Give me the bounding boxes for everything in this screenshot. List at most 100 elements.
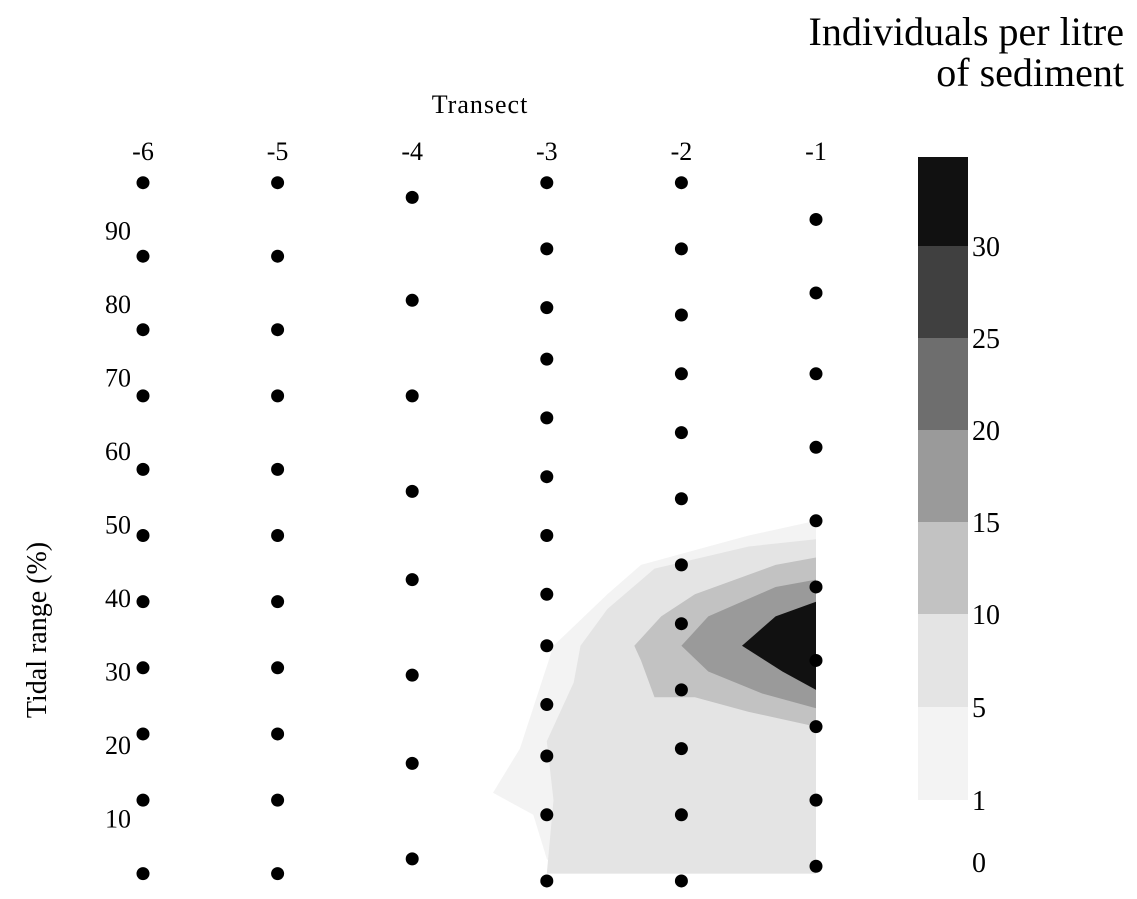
sample-point (674, 367, 688, 381)
colorbar-tick-label: 15 (972, 508, 1000, 539)
colorbar-segment (918, 430, 968, 522)
sample-point (136, 462, 150, 476)
sample-point (271, 793, 285, 807)
x-tick-label: -6 (132, 137, 154, 166)
sample-point (674, 808, 688, 822)
x-tick-label: -2 (671, 137, 693, 166)
sample-point (271, 462, 285, 476)
sample-point (405, 852, 419, 866)
sample-point (809, 720, 823, 734)
colorbar-title-line-2: of sediment (936, 50, 1124, 95)
contour-region-5 (742, 601, 816, 690)
sample-point (540, 874, 554, 888)
y-tick-label: 40 (105, 584, 131, 613)
sample-point (271, 727, 285, 741)
sample-point (674, 617, 688, 631)
sample-point (271, 389, 285, 403)
sample-point (540, 749, 554, 763)
y-tick-label: 90 (105, 217, 131, 246)
sample-point (405, 573, 419, 587)
sample-point (540, 301, 554, 315)
colorbar-segment (918, 338, 968, 430)
sample-point (809, 514, 823, 528)
x-axis-label: Transect (432, 90, 529, 119)
sample-point (271, 529, 285, 542)
y-tick-label: 20 (105, 731, 131, 760)
sample-point (674, 242, 688, 256)
sample-point (674, 558, 688, 572)
colorbar-segment (918, 522, 968, 614)
sample-point (136, 661, 150, 675)
sample-point (540, 411, 554, 425)
colorbar-tick-label: 1 (972, 786, 986, 817)
sample-point (674, 742, 688, 756)
sample-point (540, 529, 554, 542)
y-axis-label: Tidal range (%) (22, 542, 53, 718)
sample-point (809, 440, 823, 454)
sample-point (271, 867, 285, 881)
sample-point (540, 639, 554, 653)
sample-point (674, 683, 688, 697)
sample-point (540, 242, 554, 256)
sample-point (271, 249, 285, 263)
sample-point (540, 808, 554, 822)
sample-point (674, 308, 688, 322)
sample-point (136, 249, 150, 263)
y-tick-labels: 10 20 30 40 50 60 70 80 90 (105, 217, 131, 834)
sample-point (540, 352, 554, 366)
x-tick-label: -5 (267, 137, 289, 166)
y-tick-label: 70 (105, 364, 131, 393)
colorbar-tick-label: 25 (972, 324, 1000, 355)
sample-point (405, 293, 419, 307)
y-tick-label: 60 (105, 437, 131, 466)
sample-point (271, 176, 285, 190)
colorbar-segment (918, 707, 968, 800)
sample-point (809, 653, 823, 667)
y-tick-label: 80 (105, 290, 131, 319)
x-tick-labels: -6 -5 -4 -3 -2 -1 (132, 137, 827, 166)
sample-point (809, 286, 823, 300)
colorbar-tick-label: 5 (972, 693, 986, 724)
sample-point (405, 668, 419, 682)
sample-point (136, 793, 150, 807)
sample-point (136, 323, 150, 337)
sample-point (809, 859, 823, 873)
colorbar-tick-label: 20 (972, 416, 1000, 447)
colorbar-segment (918, 800, 968, 862)
colorbar-segment (918, 614, 968, 707)
sample-point (271, 323, 285, 337)
sample-point (809, 212, 823, 226)
sample-point (674, 874, 688, 888)
sample-point (136, 727, 150, 741)
sample-point (405, 190, 419, 204)
sample-point (405, 389, 419, 403)
colorbar-segment (918, 157, 968, 246)
x-tick-label: -4 (401, 137, 423, 166)
sample-point (540, 698, 554, 712)
sample-point (405, 756, 419, 770)
colorbar-title-line-1: Individuals per litre (809, 9, 1124, 54)
sample-point (136, 595, 150, 609)
sample-point (674, 176, 688, 190)
sample-point (271, 661, 285, 675)
colorbar-segment (918, 246, 968, 338)
sample-point (674, 426, 688, 440)
contour-regions (493, 520, 816, 874)
sample-point (136, 867, 150, 881)
sample-point (136, 389, 150, 403)
y-tick-label: 10 (105, 805, 131, 834)
sample-point (540, 470, 554, 484)
x-tick-label: -3 (536, 137, 558, 166)
sample-point (136, 176, 150, 190)
colorbar-tick-label: 0 (972, 848, 986, 879)
sample-point (405, 484, 419, 498)
y-tick-label: 30 (105, 658, 131, 687)
sample-point (271, 595, 285, 609)
sample-point (674, 492, 688, 506)
sample-points (136, 176, 823, 888)
colorbar-tick-label: 10 (972, 600, 1000, 631)
sample-point (540, 176, 554, 190)
sample-point (540, 587, 554, 601)
